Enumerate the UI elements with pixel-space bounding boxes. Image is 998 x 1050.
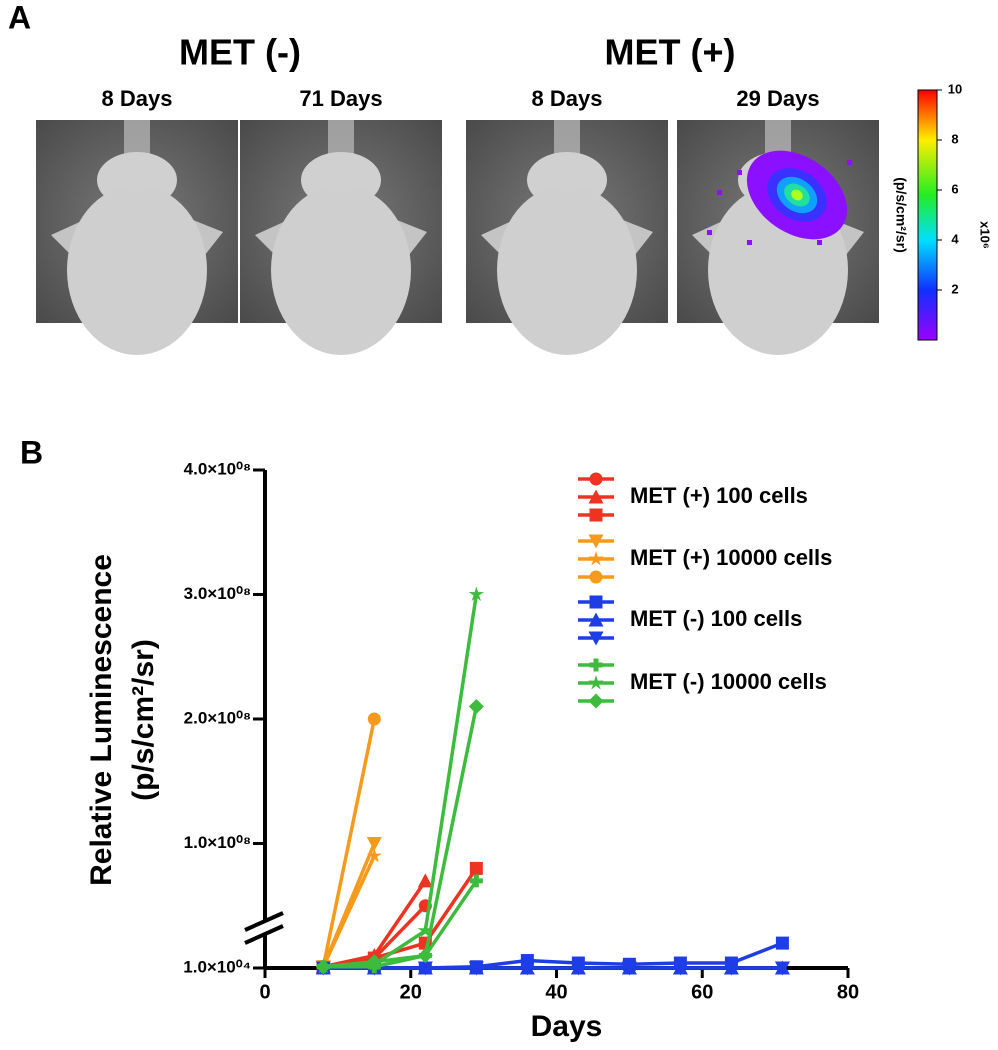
marker — [570, 961, 586, 976]
legend-marker — [588, 534, 604, 549]
legend-marker — [589, 658, 603, 672]
axis-break — [244, 924, 284, 945]
signal — [847, 160, 852, 165]
image-label: 71 Days — [299, 86, 382, 111]
legend-marker — [588, 631, 604, 646]
marker — [672, 961, 688, 976]
marker — [417, 948, 433, 964]
y-tick-label: 1.0×10⁰⁴ — [183, 957, 251, 976]
x-tick-label: 40 — [545, 981, 567, 1003]
signal — [747, 240, 752, 245]
colorbar-tick-label: 10 — [948, 81, 962, 96]
marker — [315, 959, 331, 975]
image-label: 8 Days — [102, 86, 173, 111]
mouse-image — [240, 120, 442, 355]
legend-marker — [588, 675, 604, 690]
axis-break — [245, 913, 285, 941]
legend-marker — [589, 570, 603, 584]
legend-marker — [589, 472, 603, 486]
marker — [417, 922, 433, 938]
series-line — [323, 879, 478, 969]
y-axis-label: Relative Luminescence — [85, 554, 118, 886]
marker — [774, 961, 790, 976]
legend-marker — [588, 551, 604, 566]
marker — [366, 954, 382, 970]
signal — [707, 230, 712, 235]
marker — [366, 837, 382, 852]
x-tick-label: 80 — [837, 981, 859, 1003]
group-title: MET (-) — [179, 32, 301, 73]
colorbar-tick-label: 4 — [951, 231, 959, 246]
marker — [469, 874, 483, 888]
legend-marker — [589, 595, 603, 609]
colorbar-multiplier: x10⁶ — [978, 221, 993, 249]
axis-break — [244, 911, 284, 932]
legend-marker — [588, 693, 604, 709]
image-label: 8 Days — [532, 86, 603, 111]
signal — [827, 210, 832, 215]
y-axis-label: (p/s/cm²/sr) — [127, 639, 160, 801]
legend-marker — [588, 612, 604, 627]
marker — [468, 961, 484, 976]
panel-label: B — [20, 434, 43, 470]
mouse-image — [466, 120, 668, 355]
marker — [417, 961, 433, 976]
marker — [367, 712, 381, 726]
marker — [468, 699, 484, 715]
legend-marker — [588, 489, 604, 504]
group-title: MET (+) — [605, 32, 736, 73]
marker — [366, 847, 382, 863]
y-tick-label: 2.0×10⁰⁸ — [184, 708, 251, 727]
y-tick-label: 1.0×10⁰⁸ — [184, 833, 251, 852]
marker — [417, 873, 433, 888]
series-line — [323, 706, 479, 969]
colorbar — [917, 89, 938, 341]
marker — [775, 936, 789, 950]
marker — [621, 961, 637, 976]
panel-label: A — [8, 0, 31, 35]
marker — [519, 961, 535, 976]
marker — [469, 861, 483, 875]
colorbar-tick-label: 8 — [951, 131, 958, 146]
signal — [791, 189, 803, 201]
legend-label: MET (-) 10000 cells — [630, 669, 827, 694]
x-axis-label: Days — [531, 1010, 603, 1043]
chart: 1.0×10⁰⁴ 1.0×10⁰⁸ 2.0×10⁰⁸ 3.0×10⁰⁸ 4.0×10⁰⁸… — [85, 459, 859, 1042]
signal — [737, 170, 742, 175]
x-tick-label: 60 — [691, 981, 713, 1003]
series-line — [321, 855, 376, 968]
legend-label: MET (-) 100 cells — [630, 606, 802, 631]
marker — [468, 586, 484, 601]
colorbar-tick-label: 6 — [951, 181, 958, 196]
x-tick-label: 0 — [259, 981, 270, 1003]
x-tick-label: 20 — [400, 981, 422, 1003]
colorbar-tick-label: 2 — [951, 281, 958, 296]
mouse-image — [36, 120, 238, 355]
signal — [817, 240, 822, 245]
image-label: 29 Days — [736, 86, 819, 111]
legend-marker — [589, 508, 603, 522]
series-line — [323, 867, 478, 969]
series-line — [321, 718, 377, 968]
y-tick-label: 4.0×10⁰⁸ — [184, 459, 251, 478]
signal — [717, 190, 722, 195]
legend-label: MET (+) 10000 cells — [630, 545, 832, 570]
colorbar-label: (p/s/cm²/sr) — [893, 177, 909, 252]
legend-label: MET (+) 100 cells — [630, 483, 808, 508]
y-tick-label: 3.0×10⁰⁸ — [184, 584, 251, 603]
marker — [723, 961, 739, 976]
